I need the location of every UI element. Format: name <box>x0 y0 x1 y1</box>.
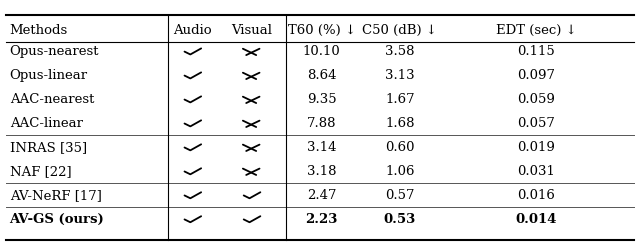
Text: AV-NeRF [17]: AV-NeRF [17] <box>10 189 102 202</box>
Text: INRAS [35]: INRAS [35] <box>10 141 87 154</box>
Text: Methods: Methods <box>10 24 68 37</box>
Text: 7.88: 7.88 <box>307 117 337 130</box>
Text: 0.57: 0.57 <box>385 189 415 202</box>
Text: 0.60: 0.60 <box>385 141 415 154</box>
Text: 0.031: 0.031 <box>517 165 555 178</box>
Text: Opus-nearest: Opus-nearest <box>10 45 99 58</box>
Text: 0.115: 0.115 <box>517 45 555 58</box>
Text: 10.10: 10.10 <box>303 45 340 58</box>
Text: Audio: Audio <box>173 24 211 37</box>
Text: 0.097: 0.097 <box>517 69 555 82</box>
Text: 9.35: 9.35 <box>307 93 337 106</box>
Text: 3.58: 3.58 <box>385 45 415 58</box>
Text: EDT (sec) ↓: EDT (sec) ↓ <box>495 24 577 37</box>
Text: 3.13: 3.13 <box>385 69 415 82</box>
Text: 0.014: 0.014 <box>515 213 557 226</box>
Text: T60 (%) ↓: T60 (%) ↓ <box>287 24 356 37</box>
Text: 1.67: 1.67 <box>385 93 415 106</box>
Text: 0.53: 0.53 <box>384 213 416 226</box>
Text: 2.47: 2.47 <box>307 189 337 202</box>
Text: 1.68: 1.68 <box>385 117 415 130</box>
Text: AAC-nearest: AAC-nearest <box>10 93 94 106</box>
Text: Opus-linear: Opus-linear <box>10 69 88 82</box>
Text: AV-GS (ours): AV-GS (ours) <box>10 213 104 226</box>
Text: 8.64: 8.64 <box>307 69 337 82</box>
Text: 0.019: 0.019 <box>517 141 555 154</box>
Text: Visual: Visual <box>230 24 272 37</box>
Text: 2.23: 2.23 <box>305 213 338 226</box>
Text: 0.016: 0.016 <box>517 189 555 202</box>
Text: AAC-linear: AAC-linear <box>10 117 83 130</box>
Text: 0.057: 0.057 <box>517 117 555 130</box>
Text: 0.059: 0.059 <box>517 93 555 106</box>
Text: NAF [22]: NAF [22] <box>10 165 71 178</box>
Text: 3.18: 3.18 <box>307 165 337 178</box>
Text: C50 (dB) ↓: C50 (dB) ↓ <box>362 24 438 37</box>
Text: 3.14: 3.14 <box>307 141 337 154</box>
Text: 1.06: 1.06 <box>385 165 415 178</box>
